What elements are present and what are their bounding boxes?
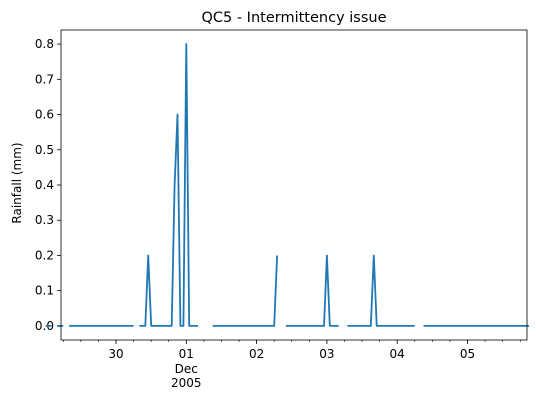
y-tick-label: 0.5 [35, 143, 54, 157]
chart-title: QC5 - Intermittency issue [201, 10, 386, 26]
y-tick-label: 0.2 [35, 248, 54, 262]
x-tick-label: 04 [390, 347, 405, 361]
y-tick-label: 0.1 [35, 284, 54, 298]
y-tick-label: 0.3 [35, 213, 54, 227]
y-tick-label: 0.7 [35, 72, 54, 86]
rainfall-series [45, 43, 529, 327]
x-tick-label: 05 [460, 347, 475, 361]
y-tick-label: 0.6 [35, 108, 54, 122]
x-tick-sublabel: 2005 [171, 376, 202, 390]
series-line-segment [139, 43, 198, 327]
x-tick-label: 02 [249, 347, 264, 361]
x-tick-label: 01 [179, 347, 194, 361]
series-line-segment [347, 254, 415, 327]
y-axis-label: Rainfall (mm) [10, 142, 24, 223]
x-tick-sublabel: Dec [175, 362, 198, 376]
y-tick-label: 0.8 [35, 37, 54, 51]
series-line-segment [212, 255, 278, 327]
x-tick-label: 03 [319, 347, 334, 361]
x-tick-label: 30 [108, 347, 123, 361]
y-tick-label: 0.4 [35, 178, 54, 192]
series-line-segment [285, 254, 339, 327]
y-tick-label: 0.0 [35, 319, 54, 333]
y-axis-ticks: 0.0 0.1 0.2 0.3 0.4 0.5 0.6 0.7 0.8 [35, 37, 61, 333]
plot-frame [60, 29, 528, 341]
